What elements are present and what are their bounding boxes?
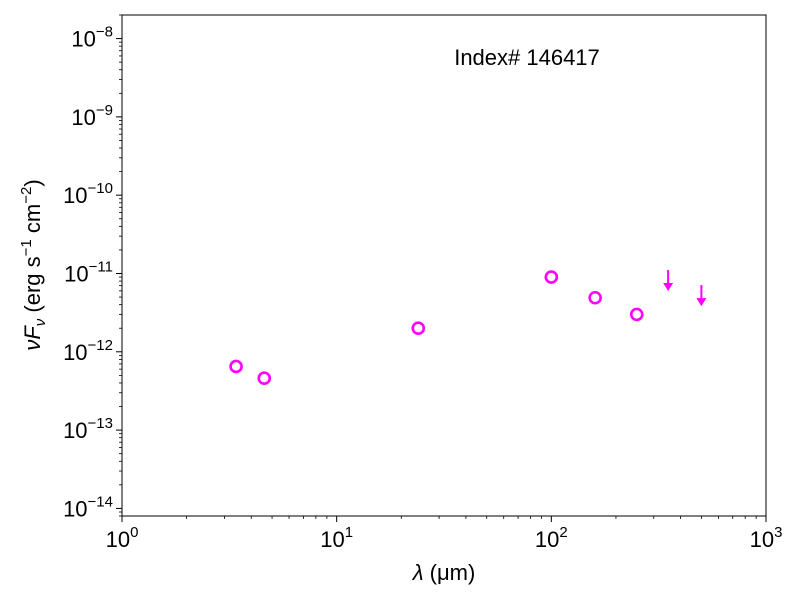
x-axis-label: λ (μm): [412, 560, 476, 585]
data-point: [411, 321, 426, 336]
data-marks: [229, 269, 707, 386]
y-tick-label: 10−10: [63, 180, 113, 208]
upper-limit-arrowhead: [663, 282, 674, 291]
x-tick-label: 103: [750, 524, 783, 552]
y-tick-label: 10−9: [71, 102, 113, 130]
upper-limit-marker: [663, 269, 674, 291]
upper-limit-marker: [696, 285, 707, 307]
y-tick-label: 10−14: [63, 493, 113, 521]
data-point: [257, 371, 272, 386]
chart-annotation: Index# 146417: [454, 45, 600, 70]
plot-frame: [121, 14, 767, 517]
x-tick-label: 100: [106, 524, 139, 552]
axis-ticks: 100 101 102 103 10−14 10−13 10−12 10−11 10−10 10−…: [63, 14, 783, 552]
data-point: [229, 359, 243, 374]
x-tick-label: 102: [535, 524, 568, 552]
data-point: [544, 270, 559, 284]
y-tick-label: 10−13: [63, 415, 113, 443]
y-tick-label: 10−12: [63, 337, 113, 365]
data-point: [629, 307, 644, 322]
y-axis-label: νFν (erg s−1 cm−2): [18, 179, 49, 350]
y-tick-label: 10−8: [71, 24, 113, 52]
data-point: [588, 290, 602, 305]
y-tick-label: 10−11: [64, 258, 113, 286]
x-tick-label: 101: [320, 524, 353, 552]
upper-limit-arrowhead: [696, 298, 707, 307]
